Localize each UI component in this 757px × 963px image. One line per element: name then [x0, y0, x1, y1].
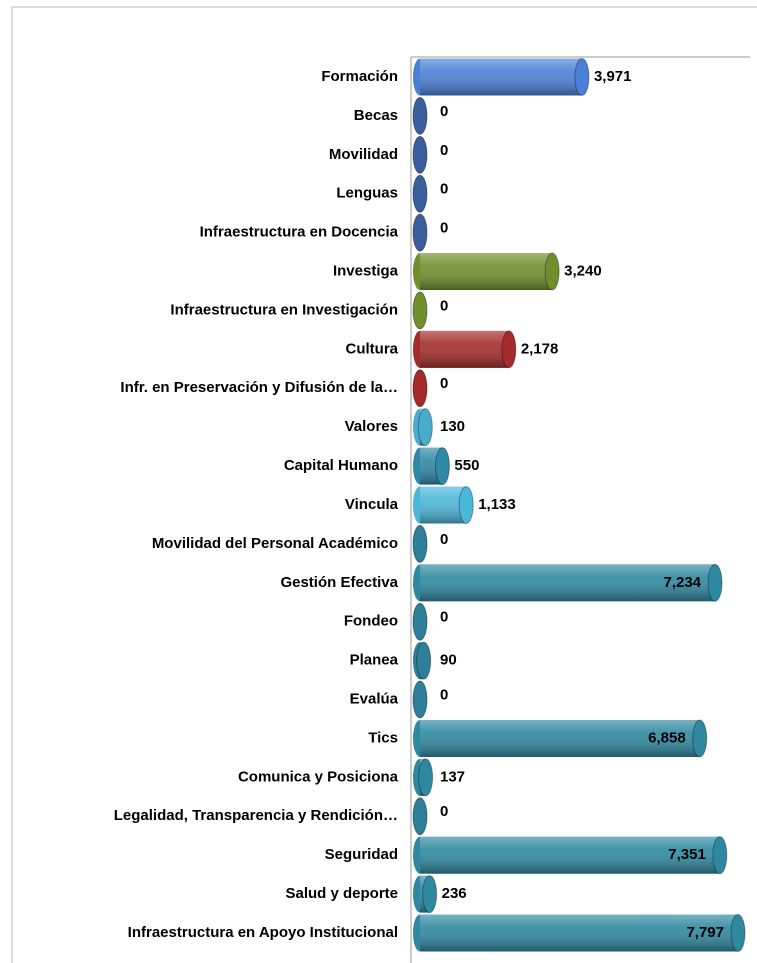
value-label: 7,797 [686, 924, 724, 941]
category-label: Salud y deporte [285, 885, 398, 902]
value-label: 7,351 [668, 846, 706, 863]
bar-cap [412, 96, 428, 135]
bar-cap [412, 135, 428, 174]
bar-cap [458, 486, 474, 524]
value-label: 0 [440, 142, 448, 159]
bar-cap [412, 602, 428, 641]
value-label: 0 [440, 609, 448, 626]
bar-shade [420, 914, 738, 952]
bar-cap [434, 447, 450, 486]
value-label: 0 [440, 181, 448, 198]
category-label: Infraestructura en Docencia [200, 224, 399, 241]
category-label: Comunica y Posiciona [238, 768, 399, 785]
value-label: 0 [440, 803, 448, 820]
bar-shade [420, 253, 553, 291]
category-label: Infraestructura en Investigación [170, 301, 398, 318]
value-label: 0 [440, 687, 448, 704]
bar-cap [730, 914, 746, 952]
bar-cap [574, 58, 590, 96]
bar-cap [416, 641, 432, 680]
category-label: Seguridad [325, 846, 398, 863]
bar-cap [422, 875, 438, 914]
bar-cap [418, 758, 434, 797]
value-label: 0 [440, 220, 448, 237]
value-label: 0 [440, 531, 448, 548]
value-label: 90 [440, 652, 457, 669]
bar-shade [420, 330, 509, 368]
value-label: 0 [440, 297, 448, 314]
bar-cap [712, 836, 728, 875]
bars: Formación 3,971 Becas 0 Movilidad 0 Lenguas 0 In… [114, 58, 746, 952]
bar-cap [692, 719, 708, 758]
value-label: 550 [454, 457, 479, 474]
bar-shade [420, 719, 700, 757]
category-label: Movilidad [329, 146, 398, 163]
category-label: Valores [345, 418, 398, 435]
bar-cap [412, 369, 428, 408]
category-label: Investiga [333, 263, 399, 280]
bar-cap [417, 408, 433, 447]
category-label: Cultura [346, 340, 399, 357]
value-label: 0 [440, 375, 448, 392]
category-label: Infr. en Preservación y Difusión de la… [120, 379, 398, 396]
bar-shade [420, 58, 582, 96]
value-label: 130 [440, 418, 465, 435]
value-label: 3,971 [594, 68, 632, 85]
bar-shade [420, 564, 716, 602]
bar-cap [412, 524, 428, 563]
bar-shade [420, 836, 720, 874]
category-label: Legalidad, Transparencia y Rendición… [114, 807, 398, 824]
bar-cap [412, 174, 428, 213]
value-label: 2,178 [521, 340, 559, 357]
category-label: Gestión Efectiva [280, 574, 398, 591]
value-label: 137 [440, 768, 465, 785]
category-label: Tics [368, 729, 398, 746]
bar-cap [501, 330, 517, 369]
category-label: Vincula [345, 496, 399, 513]
bar-cap [412, 213, 428, 252]
value-label: 6,858 [648, 729, 686, 746]
category-label: Movilidad del Personal Académico [152, 535, 398, 552]
value-label: 1,133 [478, 496, 516, 513]
category-label: Evalúa [350, 691, 399, 708]
bar-cap [707, 563, 723, 602]
value-label: 0 [440, 103, 448, 120]
chart-border [11, 6, 757, 963]
bar-cap [412, 680, 428, 719]
category-label: Capital Humano [284, 457, 398, 474]
bar-shade [420, 486, 467, 524]
value-label: 3,240 [564, 263, 602, 280]
value-label: 7,234 [663, 574, 701, 591]
category-label: Infraestructura en Apoyo Institucional [128, 924, 398, 941]
bar-cap [412, 797, 428, 836]
category-label: Lenguas [336, 185, 398, 202]
category-label: Formación [321, 68, 398, 85]
bar-cap [412, 291, 428, 330]
category-label: Becas [354, 107, 398, 124]
category-label: Planea [350, 652, 399, 669]
value-label: 236 [442, 885, 467, 902]
category-label: Fondeo [344, 613, 398, 630]
bar-cap [544, 252, 560, 291]
